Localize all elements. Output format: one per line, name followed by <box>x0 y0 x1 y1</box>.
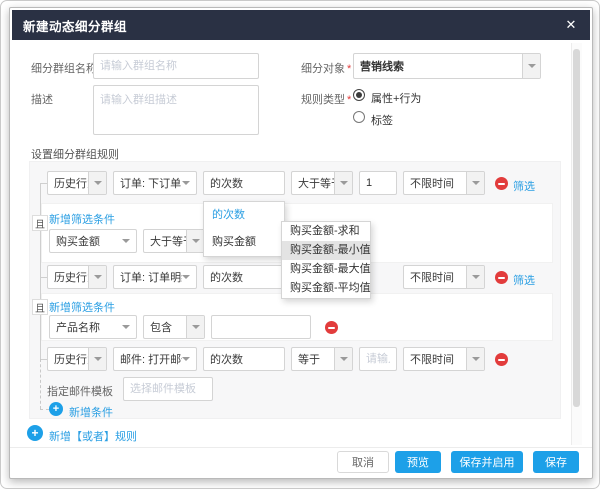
name-input[interactable] <box>93 53 259 79</box>
operator-select[interactable]: 大于等于 <box>291 171 353 195</box>
required-mark: * <box>347 63 352 75</box>
connector-line-dashed <box>40 409 49 410</box>
plus-icon[interactable] <box>49 402 63 416</box>
chevron-down-icon <box>182 181 190 185</box>
rule-type-radio-attr-behavior[interactable] <box>353 89 365 101</box>
behavior-select[interactable]: 历史行为 <box>47 265 107 289</box>
dropdown-item[interactable]: 购买金额 <box>212 236 256 248</box>
time-range-select[interactable]: 不限时间 <box>403 347 485 371</box>
footer-divider <box>10 447 592 448</box>
dropdown-submenu: 购买金额-求和 购买金额-最小值 购买金额-最大值 购买金额-平均值 <box>281 221 371 299</box>
add-filter-link[interactable]: 新增筛选条件 <box>49 302 115 314</box>
chevron-down-icon <box>182 357 190 361</box>
dropdown-menu: 的次数 购买金额 <box>203 201 285 257</box>
and-connector-label: 且 <box>32 299 48 315</box>
dialog-header: 新建动态细分群组 ✕ <box>12 10 590 40</box>
cancel-button[interactable]: 取消 <box>337 451 389 473</box>
chevron-down-icon <box>466 172 484 194</box>
preview-button[interactable]: 预览 <box>395 451 441 473</box>
object-select[interactable]: 营销线索 <box>353 53 541 79</box>
filter-field-select[interactable]: 购买金额 <box>49 229 137 253</box>
add-condition-link[interactable]: 新增条件 <box>69 407 113 419</box>
remove-rule-button[interactable] <box>495 353 508 366</box>
filter-operator-select[interactable]: 包含 <box>143 315 205 339</box>
chevron-down-icon <box>122 325 130 329</box>
chevron-down-icon <box>122 239 130 243</box>
add-filter-link[interactable]: 新增筛选条件 <box>49 214 115 226</box>
chevron-down-icon <box>88 266 106 288</box>
remove-rule-button[interactable] <box>495 271 508 284</box>
metric-select[interactable]: 的次数 <box>203 171 285 195</box>
chevron-down-icon <box>88 348 106 370</box>
email-template-input[interactable] <box>123 377 213 401</box>
chevron-down-icon <box>466 348 484 370</box>
rule-type-option-label: 属性+行为 <box>371 93 422 105</box>
required-mark: * <box>347 94 352 106</box>
metric-select[interactable]: 的次数 <box>203 347 285 371</box>
save-and-enable-button[interactable]: 保存并启用 <box>451 451 523 473</box>
metric-select[interactable]: 的次数 <box>203 265 285 289</box>
filter-value-input[interactable] <box>211 315 311 339</box>
chevron-down-icon <box>186 230 204 252</box>
add-or-rule-link[interactable]: 新增【或者】规则 <box>49 431 137 443</box>
submenu-item[interactable]: 购买金额-平均值 <box>290 282 371 294</box>
section-title: 设置细分群组规则 <box>31 149 119 161</box>
operator-select[interactable]: 等于 <box>291 347 353 371</box>
event-select[interactable]: 订单: 订单明细 <box>113 265 197 289</box>
filter-field-select[interactable]: 产品名称 <box>49 315 137 339</box>
chevron-down-icon <box>88 172 106 194</box>
filter-link[interactable]: 筛选 <box>513 181 535 193</box>
chevron-down-icon <box>186 316 204 338</box>
submenu-item[interactable]: 购买金额-求和 <box>290 225 360 237</box>
rule-type-label: 规则类型 * <box>301 94 352 106</box>
time-range-select[interactable]: 不限时间 <box>403 265 485 289</box>
connector-line-dashed <box>40 359 41 409</box>
remove-rule-button[interactable] <box>495 177 508 190</box>
time-range-select[interactable]: 不限时间 <box>403 171 485 195</box>
connector-line <box>40 359 47 360</box>
chevron-down-icon <box>334 348 352 370</box>
chevron-down-icon <box>334 172 352 194</box>
scrollbar-thumb[interactable] <box>573 49 580 407</box>
email-template-label: 指定邮件模板 <box>47 386 113 398</box>
save-button[interactable]: 保存 <box>533 451 579 473</box>
object-label: 细分对象 * <box>301 63 352 75</box>
description-textarea[interactable] <box>93 85 259 135</box>
plus-icon[interactable] <box>27 425 43 441</box>
dropdown-item[interactable]: 的次数 <box>212 209 245 221</box>
and-connector-label: 且 <box>32 215 48 231</box>
remove-filter-button[interactable] <box>325 321 338 334</box>
connector-line <box>40 183 47 184</box>
behavior-select[interactable]: 历史行为 <box>47 347 107 371</box>
filter-link[interactable]: 筛选 <box>513 275 535 287</box>
connector-line <box>40 277 47 278</box>
rule-type-option-label: 标签 <box>371 115 393 127</box>
value-input[interactable] <box>359 171 397 195</box>
submenu-item[interactable]: 购买金额-最大值 <box>290 263 371 275</box>
filter-operator-select[interactable]: 大于等于 <box>143 229 205 253</box>
event-select[interactable]: 邮件: 打开邮件 <box>113 347 197 371</box>
dialog-title: 新建动态细分群组 <box>23 19 128 34</box>
rule-type-radio-tag[interactable] <box>353 111 365 123</box>
event-select[interactable]: 订单: 下订单 <box>113 171 197 195</box>
connector-line <box>40 183 41 359</box>
chevron-down-icon <box>182 275 190 279</box>
chevron-down-icon <box>522 54 540 78</box>
description-label: 描述 <box>31 94 53 106</box>
behavior-select[interactable]: 历史行为 <box>47 171 107 195</box>
chevron-down-icon <box>466 266 484 288</box>
submenu-item-highlighted[interactable]: 购买金额-最小值 <box>282 241 371 260</box>
close-icon[interactable]: ✕ <box>565 17 577 32</box>
value-input[interactable] <box>359 347 397 371</box>
